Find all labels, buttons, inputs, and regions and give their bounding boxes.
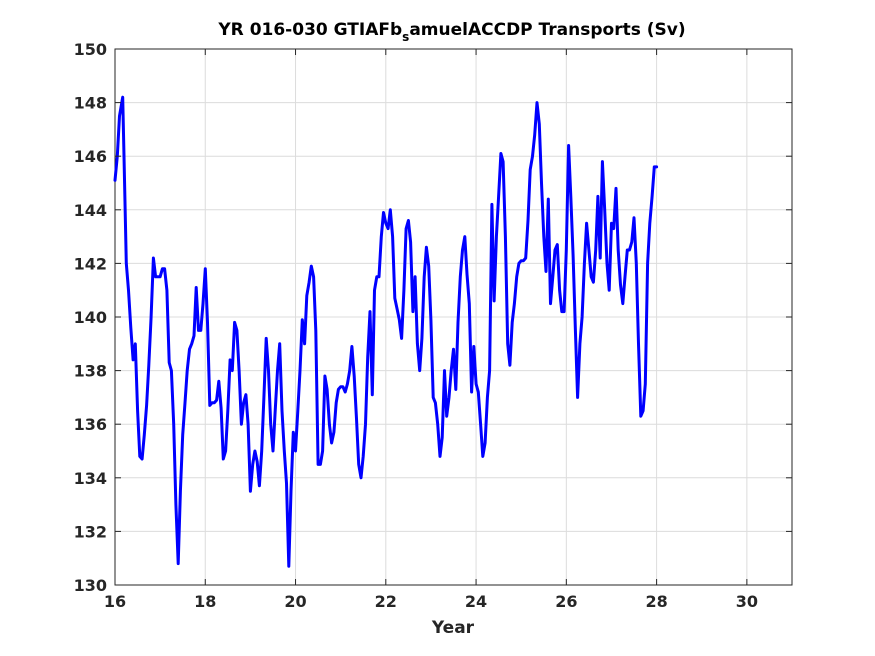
- y-tick-label: 130: [74, 576, 107, 595]
- chart-title-subscript: s: [402, 30, 409, 44]
- x-tick-label: 18: [194, 592, 216, 611]
- x-tick-label: 20: [284, 592, 306, 611]
- y-tick-label: 144: [74, 201, 107, 220]
- y-tick-label: 148: [74, 94, 107, 113]
- x-tick-label: 28: [645, 592, 667, 611]
- x-tick-label: 30: [736, 592, 758, 611]
- series-layer: [113, 95, 659, 568]
- chart-title-main: YR 016-030 GTIAFb: [217, 20, 402, 40]
- y-tick-label: 142: [74, 254, 107, 273]
- y-tick-label: 138: [74, 362, 107, 381]
- y-tick-label: 150: [74, 40, 107, 59]
- y-tick-label: 134: [74, 469, 107, 488]
- chart-title-rest: amuelACCDP Transports (Sv): [409, 20, 685, 40]
- x-tick-label: 24: [465, 592, 487, 611]
- y-tick-label: 140: [74, 308, 107, 327]
- series-line: [113, 95, 659, 568]
- x-tick-label: 26: [555, 592, 577, 611]
- chart-title: YR 016-030 GTIAFbsamuelACCDP Transports …: [217, 20, 685, 44]
- x-axis-label: Year: [431, 618, 475, 638]
- y-tick-label: 136: [74, 415, 107, 434]
- x-tick-label: 22: [375, 592, 397, 611]
- x-ticks: 16 18 20 22 24 26 28 30: [104, 49, 758, 611]
- x-tick-label: 16: [104, 592, 126, 611]
- y-tick-label: 146: [74, 147, 107, 166]
- y-ticks: 130 132 134 136 138 140 142 144 146 148 150: [74, 40, 792, 595]
- y-tick-label: 132: [74, 522, 107, 541]
